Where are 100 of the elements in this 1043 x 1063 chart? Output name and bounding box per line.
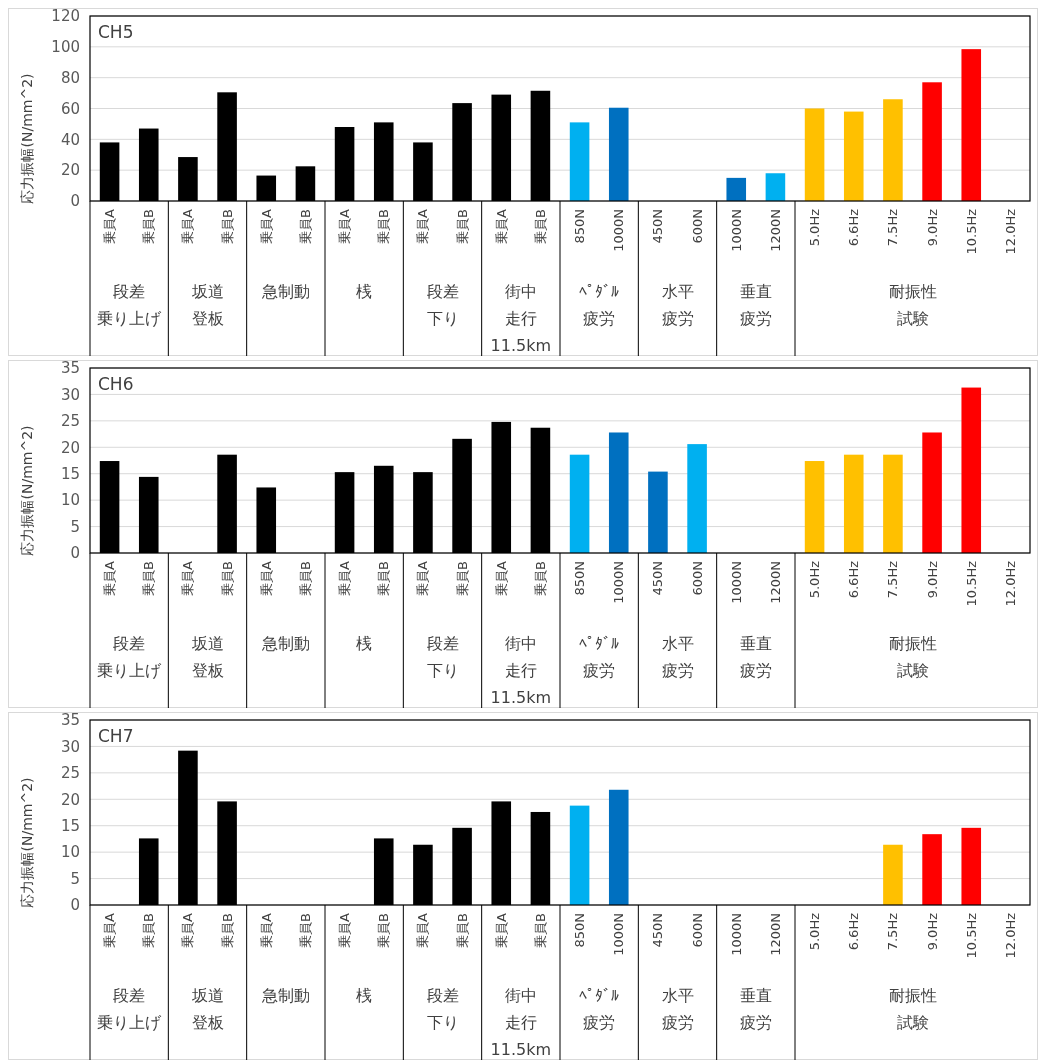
text: 街中走行 11.5km xyxy=(490,282,552,355)
y-tick-label: 80 xyxy=(60,68,80,87)
text: 段差下り xyxy=(426,986,459,1032)
bar xyxy=(922,834,942,905)
x-tick-label: 乗員A xyxy=(180,208,196,244)
text: 街中走行 11.5km xyxy=(490,634,552,707)
bar xyxy=(687,444,707,553)
x-tick-label: 1200N xyxy=(767,209,783,252)
y-tick-label: 35 xyxy=(60,359,80,378)
y-tick-label: 60 xyxy=(60,99,80,118)
text: 段差乗り上げ xyxy=(97,282,163,328)
y-tick-label: 35 xyxy=(60,711,80,730)
bar xyxy=(883,844,903,905)
y-tick-label: 15 xyxy=(60,464,80,483)
chart-title: CH7 xyxy=(98,726,134,746)
y-tick-label: 100 xyxy=(51,38,80,57)
x-tick-label: 10.5Hz xyxy=(963,912,979,959)
x-tick-label: 乗員A xyxy=(258,912,274,948)
bar xyxy=(961,49,982,201)
y-tick-label: 20 xyxy=(60,438,80,457)
bar xyxy=(922,82,942,201)
x-tick-label: 5.0Hz xyxy=(807,560,823,599)
x-tick-label: 600N xyxy=(689,561,705,596)
text: ﾍﾟﾀﾞﾙ疲労 xyxy=(579,282,620,328)
x-tick-label: 1000N xyxy=(611,209,627,252)
x-tick-label: 乗員B xyxy=(454,209,470,244)
y-tick-label: 0 xyxy=(70,896,80,915)
y-tick-label: 10 xyxy=(60,843,80,862)
x-tick-label: 1000N xyxy=(728,561,744,604)
x-tick-label: 乗員B xyxy=(219,913,235,948)
x-tick-label: 乗員B xyxy=(219,209,235,244)
x-tick-label: 乗員A xyxy=(102,208,118,244)
x-tick-label: 乗員B xyxy=(219,561,235,596)
text: 急制動 xyxy=(260,986,310,1005)
text: 垂直疲労 xyxy=(739,986,772,1032)
x-tick-label: 乗員A xyxy=(415,208,431,244)
x-tick-label: 乗員B xyxy=(454,561,470,596)
x-tick-label: 乗員A xyxy=(180,912,196,948)
y-tick-label: 120 xyxy=(51,7,80,26)
x-tick-label: 1200N xyxy=(767,561,783,604)
text: 水平疲労 xyxy=(661,986,694,1032)
text: 桟 xyxy=(356,634,373,653)
y-tick-label: 10 xyxy=(60,491,80,510)
x-tick-label: 乗員A xyxy=(337,560,353,596)
x-tick-label: 12.0Hz xyxy=(1002,560,1018,607)
bar xyxy=(569,122,590,201)
bar xyxy=(765,173,786,201)
x-tick-label: 1000N xyxy=(728,913,744,956)
x-tick-label: 乗員B xyxy=(376,561,392,596)
x-tick-label: 乗員B xyxy=(141,209,157,244)
bar xyxy=(608,432,629,553)
x-tick-label: 乗員B xyxy=(532,209,548,244)
x-tick-label: 乗員A xyxy=(258,560,274,596)
bar xyxy=(608,107,629,201)
text: 桟 xyxy=(356,282,373,301)
x-tick-label: 6.6Hz xyxy=(846,560,862,599)
bar xyxy=(843,454,864,553)
x-tick-label: 450N xyxy=(650,209,666,244)
y-tick-label: 40 xyxy=(60,130,80,149)
x-tick-label: 乗員A xyxy=(337,208,353,244)
chart-title: CH5 xyxy=(98,22,134,42)
x-tick-label: 乗員B xyxy=(532,913,548,948)
x-tick-label: 12.0Hz xyxy=(1002,912,1018,959)
x-tick-label: 乗員A xyxy=(102,560,118,596)
text: 坂道登板 xyxy=(190,282,224,328)
bar xyxy=(608,789,629,905)
text: 段差乗り上げ xyxy=(97,986,163,1032)
x-tick-label: 乗員B xyxy=(297,561,313,596)
x-tick-label: 乗員A xyxy=(493,208,509,244)
text: 水平疲労 xyxy=(661,282,694,328)
text: 街中走行 11.5km xyxy=(490,986,552,1059)
x-tick-label: 6.6Hz xyxy=(846,208,862,247)
bar xyxy=(804,108,825,201)
text: 段差下り xyxy=(426,282,459,328)
x-tick-label: 5.0Hz xyxy=(807,208,823,247)
bar xyxy=(922,432,942,553)
text: 垂直疲労 xyxy=(739,282,772,328)
y-tick-label: 20 xyxy=(60,161,80,180)
y-tick-label: 0 xyxy=(70,192,80,211)
x-tick-label: 7.5Hz xyxy=(885,560,901,599)
x-tick-label: 乗員A xyxy=(102,912,118,948)
bar xyxy=(883,99,903,201)
x-tick-label: 乗員B xyxy=(141,913,157,948)
y-tick-label: 30 xyxy=(60,385,80,404)
y-axis-title: 応力振幅(N/mm^2) xyxy=(19,425,35,556)
x-tick-label: 乗員B xyxy=(532,561,548,596)
x-tick-label: 9.0Hz xyxy=(924,560,940,599)
x-tick-label: 乗員B xyxy=(141,561,157,596)
bar xyxy=(569,805,590,905)
y-tick-label: 25 xyxy=(60,764,80,783)
x-tick-label: 850N xyxy=(572,561,588,596)
x-tick-label: 7.5Hz xyxy=(885,912,901,951)
y-tick-label: 0 xyxy=(70,544,80,563)
x-tick-label: 乗員B xyxy=(297,209,313,244)
text: 耐振性試験 xyxy=(888,282,937,328)
x-tick-label: 10.5Hz xyxy=(963,560,979,607)
bar xyxy=(648,471,668,553)
y-tick-label: 5 xyxy=(70,869,80,888)
x-tick-label: 450N xyxy=(650,561,666,596)
y-axis-title: 応力振幅(N/mm^2) xyxy=(19,73,35,204)
